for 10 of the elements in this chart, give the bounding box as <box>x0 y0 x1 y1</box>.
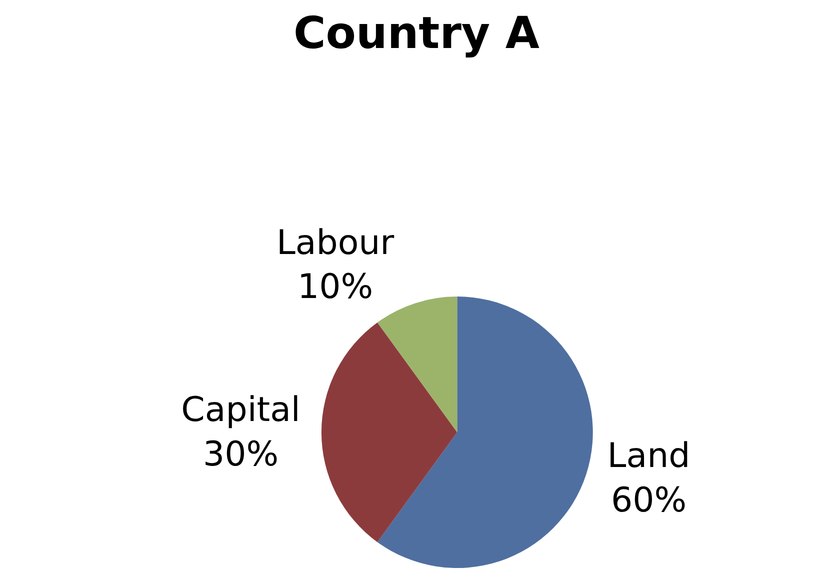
chart-title: Country A <box>294 8 540 60</box>
slice-label: Land <box>607 436 690 476</box>
pie-slice <box>377 296 458 432</box>
data-label: 10% <box>298 267 374 308</box>
slice-label: Labour <box>276 223 394 264</box>
pie-slice <box>322 322 458 542</box>
slice-label: Capital <box>181 390 300 430</box>
data-label: 30% <box>202 434 279 474</box>
data-label: 60% <box>610 480 687 520</box>
pie-slice <box>377 296 593 568</box>
